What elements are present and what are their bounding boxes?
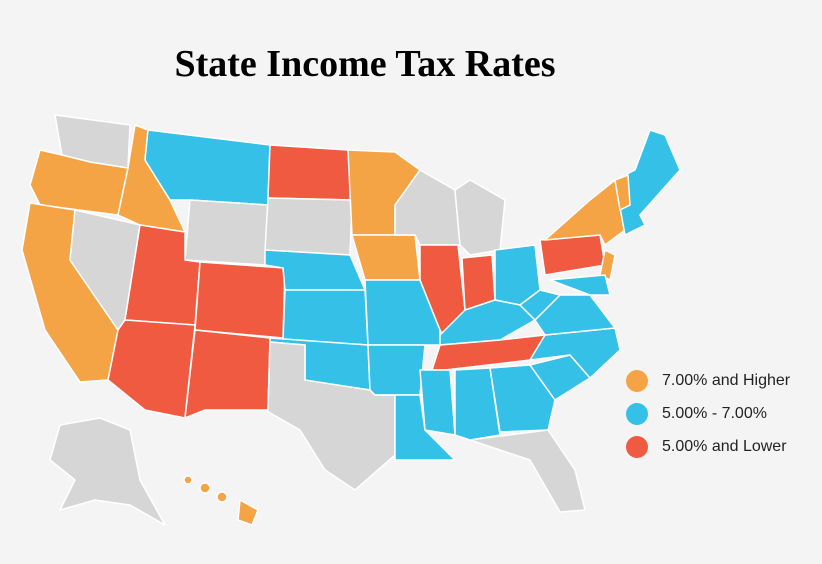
legend-swatch [626, 370, 648, 392]
state [374, 394, 456, 461]
legend-swatch [626, 436, 648, 458]
legend-label: 5.00% and Lower [662, 438, 787, 455]
state [199, 482, 211, 494]
state [49, 417, 166, 526]
state [264, 197, 353, 256]
state [489, 364, 556, 433]
legend-swatch [626, 403, 648, 425]
state [184, 199, 269, 266]
state [194, 261, 286, 339]
state [183, 475, 193, 485]
state [184, 329, 271, 419]
state [282, 289, 369, 346]
legend-label: 5.00% - 7.00% [662, 405, 767, 422]
state [264, 341, 396, 491]
state [519, 289, 561, 321]
state [614, 174, 631, 211]
state [614, 129, 681, 236]
state [549, 274, 611, 296]
state [419, 369, 456, 436]
legend-label: 7.00% and Higher [662, 372, 791, 389]
state [599, 249, 616, 281]
us-states [21, 114, 681, 526]
map-title: State Income Tax Rates [174, 43, 555, 85]
state [216, 491, 228, 503]
state [469, 429, 586, 513]
state [107, 319, 196, 419]
legend: 7.00% and Higher 5.00% - 7.00% 5.00% and L… [626, 370, 791, 458]
state [367, 344, 426, 396]
state [267, 144, 353, 201]
state [237, 499, 259, 526]
